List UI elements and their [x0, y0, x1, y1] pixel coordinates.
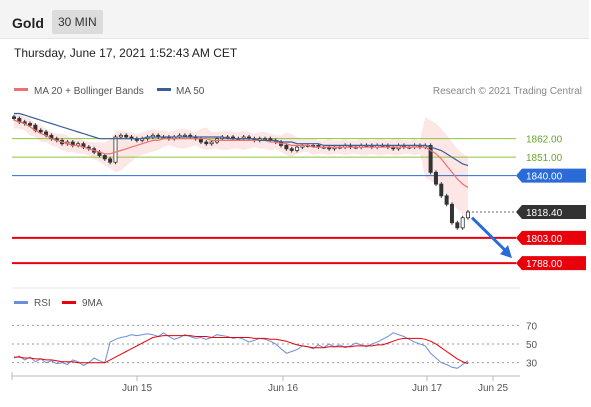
candle: [204, 140, 209, 146]
candle: [118, 133, 123, 140]
candle: [124, 133, 129, 140]
rsi-legend-label: RSI: [34, 298, 51, 309]
timeframe-badge[interactable]: 30 MIN: [52, 10, 103, 34]
candle-body: [204, 141, 209, 145]
forecast-arrow-shaft: [470, 216, 510, 255]
candle-body: [433, 171, 438, 185]
level-label: 1788.00: [526, 259, 563, 270]
ma50-legend-label: MA 50: [176, 86, 205, 97]
rsi-line: [13, 332, 469, 369]
ma50-line: [14, 112, 469, 167]
x-tick-label: Jun 25: [478, 383, 508, 394]
x-tick-label: Jun 15: [122, 383, 152, 394]
rsi-legend-swatch: [14, 301, 28, 304]
level-tag: [516, 256, 586, 271]
ma20-legend-swatch: [14, 88, 28, 91]
candle-body: [444, 195, 449, 205]
level-label: 1862.00: [526, 135, 563, 146]
candle-body: [182, 134, 187, 137]
candle: [433, 170, 438, 187]
candle: [284, 143, 289, 151]
candle-body: [439, 183, 444, 197]
candle: [102, 153, 107, 161]
level-label: 1851.00: [526, 153, 563, 164]
rsi-ma-legend-swatch: [62, 301, 76, 304]
chart-header: Gold 30 MIN: [0, 0, 589, 39]
level-tag: [516, 205, 586, 220]
candle: [439, 182, 444, 198]
timestamp: Thursday, June 17, 2021 1:52:43 AM CET: [14, 46, 238, 60]
rsi-tick-label: 50: [526, 340, 538, 351]
candle-body: [295, 146, 300, 151]
candle: [295, 145, 300, 153]
rsi-tick-label: 70: [526, 321, 538, 332]
candle-body: [460, 217, 465, 229]
x-axis-ticks: Jun 15 Jun 16 Jun 17 Jun 25: [11, 372, 508, 394]
bollinger-band-area: [14, 111, 468, 218]
candle: [455, 220, 460, 230]
candle: [444, 193, 449, 207]
candle-body: [455, 222, 460, 229]
level-label: 1803.00: [526, 234, 563, 245]
candle-body: [28, 123, 33, 126]
rsi-ma-legend-label: 9MA: [82, 298, 103, 309]
moving-averages: [13, 112, 469, 189]
candle-body: [124, 134, 129, 138]
candle-body: [113, 136, 118, 163]
candle-body: [449, 203, 454, 224]
candle: [449, 202, 454, 225]
candle-body: [102, 155, 107, 160]
candle-body: [118, 134, 123, 138]
candle-body: [428, 145, 433, 173]
candle-body: [284, 145, 289, 150]
candle-body: [108, 158, 113, 163]
ma20-legend-label: MA 20 + Bollinger Bands: [34, 86, 144, 97]
rsi-ma-line: [14, 335, 469, 365]
candle-body: [289, 148, 294, 151]
bollinger-band: [14, 111, 468, 218]
ma20-line: [13, 119, 469, 189]
candle-body: [311, 145, 316, 147]
level-label: 1840.00: [526, 172, 563, 183]
candle: [460, 215, 465, 230]
candle-body: [11, 116, 16, 119]
candle: [11, 114, 16, 121]
x-tick-label: Jun 17: [412, 383, 442, 394]
level-label: 1818.40: [526, 208, 563, 219]
ma50-legend-swatch: [157, 88, 171, 91]
rsi-tick-label: 30: [526, 359, 538, 370]
level-tag: [516, 168, 586, 183]
candle: [428, 143, 433, 175]
candle-body: [209, 141, 214, 145]
candle-body: [465, 211, 470, 219]
instrument-title: Gold: [12, 15, 44, 31]
candle: [113, 134, 118, 165]
x-tick-label: Jun 16: [268, 383, 298, 394]
candle-body: [263, 138, 268, 141]
candle: [465, 209, 470, 220]
candle: [289, 146, 294, 153]
candle-body: [38, 129, 43, 133]
forecast-arrow: [470, 216, 512, 259]
level-tag: [516, 230, 586, 245]
credit-label: Research © 2021 Trading Central: [433, 86, 582, 97]
rsi-panel: 70 50 30: [12, 321, 538, 370]
candle: [108, 156, 113, 165]
candle-body: [225, 136, 230, 139]
forecast-arrow-head: [500, 245, 512, 259]
